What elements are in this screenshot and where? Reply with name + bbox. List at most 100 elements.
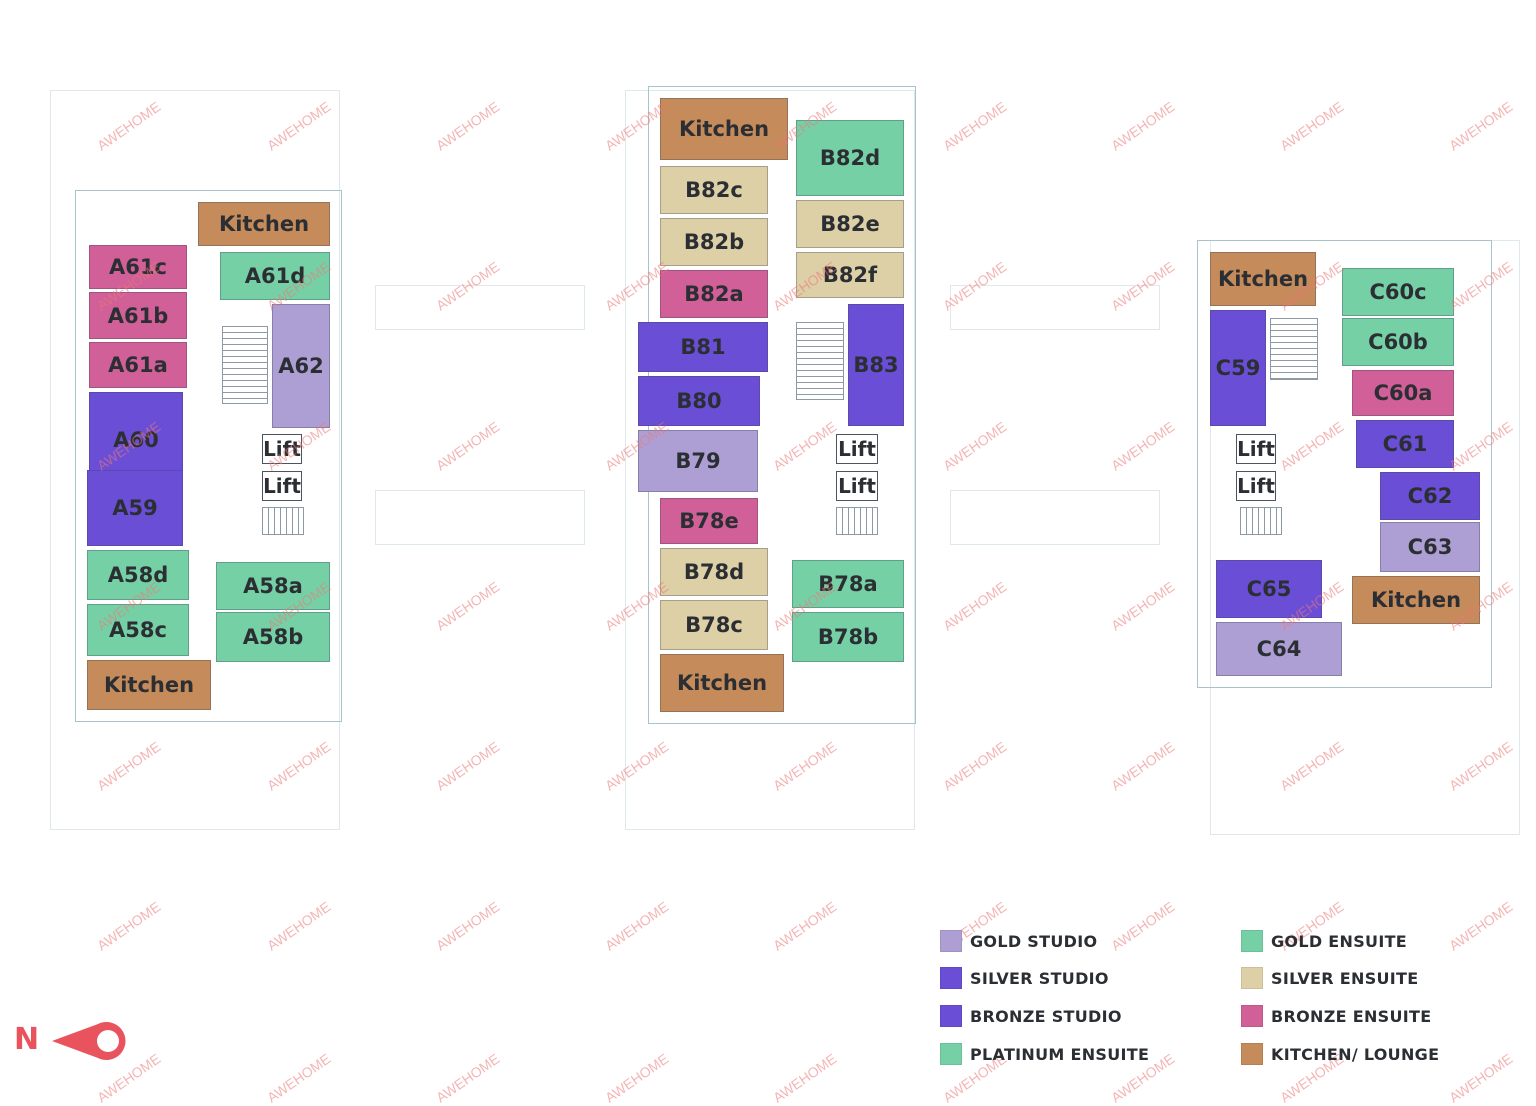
room-label: A62: [278, 354, 324, 378]
room-kitchen: Kitchen: [87, 660, 211, 710]
lift: Lift: [1236, 434, 1276, 464]
legend-swatch: [940, 1043, 962, 1065]
room-label: Kitchen: [218, 212, 310, 236]
room-a58b: A58b: [216, 612, 330, 662]
north-compass: N: [14, 1016, 126, 1066]
room-b78b: B78b: [792, 612, 904, 662]
legend-swatch: [1241, 1005, 1263, 1027]
room-label: B78e: [679, 509, 739, 533]
room-label: C62: [1407, 484, 1453, 508]
room-label: A58b: [242, 625, 304, 649]
lift: Lift: [1236, 471, 1276, 501]
room-b82d: B82d: [796, 120, 904, 196]
legend-label: GOLD STUDIO: [970, 931, 1098, 951]
room-b82c: B82c: [660, 166, 768, 214]
north-letter: N: [14, 1022, 40, 1057]
stairs: [262, 507, 304, 535]
room-a62: A62: [272, 304, 330, 428]
room-c62: C62: [1380, 472, 1480, 520]
room-label: Kitchen: [676, 671, 768, 695]
room-label: C59: [1215, 356, 1261, 380]
lift: Lift: [262, 471, 302, 501]
room-c65: C65: [1216, 560, 1322, 618]
legend-label: KITCHEN/ LOUNGE: [1271, 1044, 1440, 1064]
room-label: C64: [1256, 637, 1302, 661]
legend-swatch: [940, 1005, 962, 1027]
room-c60b: C60b: [1342, 318, 1454, 366]
legend-item-bronze-studio: BRONZE STUDIO: [940, 1005, 1122, 1027]
room-label: B82e: [820, 212, 880, 236]
room-a61c: A61c: [89, 245, 187, 289]
outline-shape: [950, 490, 1160, 545]
room-label: B78d: [683, 560, 745, 584]
room-label: A61c: [109, 255, 167, 279]
room-label: A61a: [108, 353, 168, 377]
room-label: C61: [1382, 432, 1428, 456]
outline-shape: [625, 90, 915, 830]
room-c60c: C60c: [1342, 268, 1454, 316]
room-label: C65: [1246, 577, 1292, 601]
lift: Lift: [262, 434, 302, 464]
room-label: Kitchen: [678, 117, 770, 141]
lift-label: Lift: [263, 474, 301, 498]
room-label: B82f: [822, 263, 878, 287]
room-kitchen: Kitchen: [1210, 252, 1316, 306]
outline-shape: [375, 285, 585, 330]
floor-plan: Kitchen A61c A61d A61b A61a A62 A60 A59 …: [50, 86, 1520, 835]
lift: Lift: [836, 434, 878, 464]
room-kitchen: Kitchen: [1352, 576, 1480, 624]
room-a61a: A61a: [89, 342, 187, 388]
room-label: B82b: [683, 230, 745, 254]
room-label: A58c: [109, 618, 167, 642]
legend-swatch: [940, 930, 962, 952]
room-label: Kitchen: [103, 673, 195, 697]
stairs: [1240, 507, 1282, 535]
lift-label: Lift: [838, 437, 876, 461]
room-label: B83: [853, 353, 899, 377]
lift-label: Lift: [1237, 474, 1275, 498]
legend-item-silver-studio: SILVER STUDIO: [940, 967, 1109, 989]
outline-shape: [50, 90, 340, 830]
lift: Lift: [836, 471, 878, 501]
room-b82f: B82f: [796, 252, 904, 298]
room-label: C60a: [1373, 381, 1433, 405]
room-c64: C64: [1216, 622, 1342, 676]
room-b83: B83: [848, 304, 904, 426]
room-b82a: B82a: [660, 270, 768, 318]
room-a58d: A58d: [87, 550, 189, 600]
room-label: C60b: [1368, 330, 1428, 354]
legend-swatch: [1241, 930, 1263, 952]
room-kitchen: Kitchen: [660, 654, 784, 712]
room-c59: C59: [1210, 310, 1266, 426]
legend-item-gold-ensuite: GOLD ENSUITE: [1241, 930, 1407, 952]
stairs: [1270, 318, 1318, 380]
lift-label: Lift: [1237, 437, 1275, 461]
room-b78c: B78c: [660, 600, 768, 650]
north-arrow-icon: [52, 1022, 126, 1060]
room-label: Kitchen: [1370, 588, 1462, 612]
room-label: B80: [676, 389, 722, 413]
room-label: A60: [113, 428, 159, 452]
room-c61: C61: [1356, 420, 1454, 468]
lift-label: Lift: [838, 474, 876, 498]
legend-label: GOLD ENSUITE: [1271, 931, 1408, 951]
room-a61b: A61b: [89, 292, 187, 339]
room-b78d: B78d: [660, 548, 768, 596]
legend-swatch: [1241, 967, 1263, 989]
room-label: B81: [680, 335, 726, 359]
room-label: A61d: [244, 264, 306, 288]
legend-label: SILVER ENSUITE: [1271, 968, 1419, 988]
legend-item-gold-studio: GOLD STUDIO: [940, 930, 1097, 952]
room-kitchen: Kitchen: [198, 202, 330, 246]
room-b80: B80: [638, 376, 760, 426]
room-label: B82d: [819, 146, 881, 170]
room-b82b: B82b: [660, 218, 768, 266]
room-a59: A59: [87, 470, 183, 546]
room-label: A58d: [107, 563, 169, 587]
outline-shape: [375, 490, 585, 545]
legend-label: BRONZE ENSUITE: [1271, 1006, 1432, 1026]
room-label: B78c: [685, 613, 743, 637]
legend-label: BRONZE STUDIO: [970, 1006, 1122, 1026]
legend-item-silver-ensuite: SILVER ENSUITE: [1241, 967, 1419, 989]
room-label: A61b: [107, 303, 169, 328]
